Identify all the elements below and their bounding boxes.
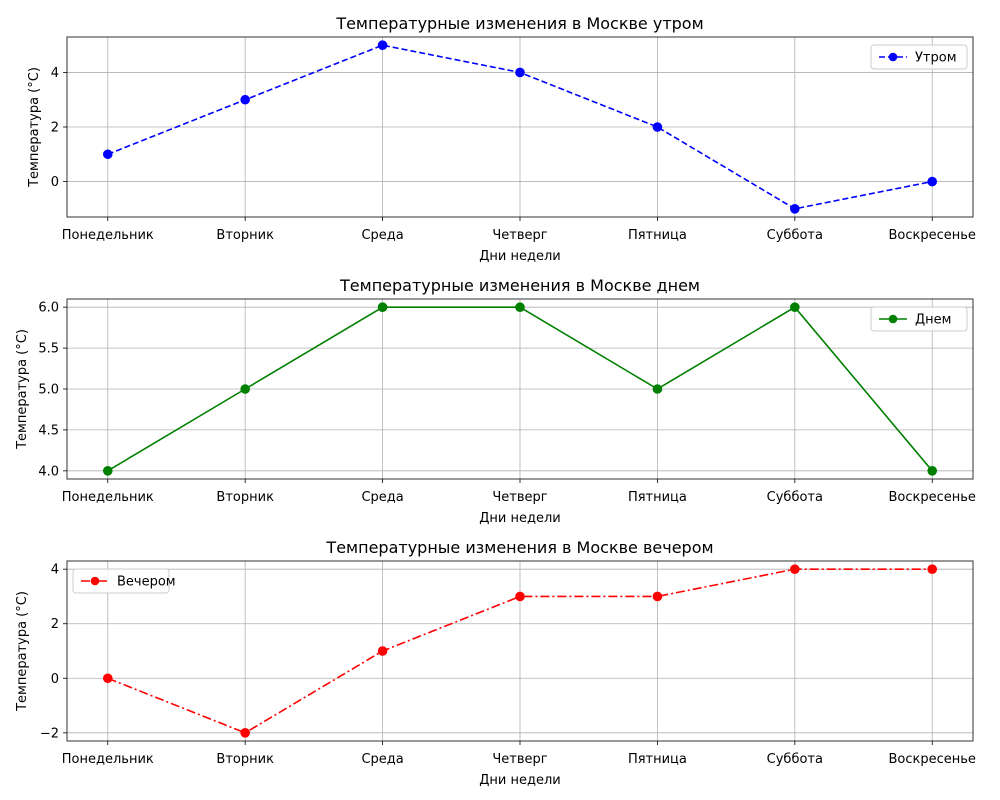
x-tick-label: Среда bbox=[361, 490, 403, 505]
x-tick-label: Воскресенье bbox=[889, 228, 976, 243]
x-tick-label: Вторник bbox=[216, 228, 274, 243]
data-point bbox=[790, 302, 800, 312]
x-tick-label: Пятница bbox=[628, 490, 687, 505]
x-tick-label: Пятница bbox=[628, 228, 687, 243]
legend-label: Вечером bbox=[117, 575, 176, 590]
x-tick-label: Воскресенье bbox=[889, 490, 976, 505]
chart-title: Температурные изменения в Москве днем bbox=[339, 276, 700, 295]
legend: Днем bbox=[870, 306, 968, 332]
x-tick-label: Среда bbox=[361, 228, 403, 243]
chart-title: Температурные изменения в Москве утром bbox=[335, 14, 703, 33]
x-tick-label: Среда bbox=[361, 752, 403, 767]
data-point bbox=[102, 673, 113, 684]
data-point bbox=[652, 591, 663, 602]
x-tick-label: Четверг bbox=[492, 752, 547, 767]
x-tick-label: Вторник bbox=[216, 752, 274, 767]
y-tick-label: 4.0 bbox=[38, 464, 59, 479]
x-tick-label: Четверг bbox=[492, 228, 547, 243]
y-axis-label: Температура (°C) bbox=[27, 67, 42, 188]
legend-box bbox=[870, 44, 968, 70]
data-point bbox=[515, 591, 525, 602]
subplot-1: Понедельник Вторник Среда Четверг Пятница Суб… bbox=[27, 14, 976, 264]
legend: Вечером bbox=[72, 568, 176, 594]
x-tick-label: Суббота bbox=[767, 752, 823, 767]
y-tick-label: 0 bbox=[51, 672, 59, 687]
y-tick-label: 4 bbox=[51, 66, 59, 81]
data-point bbox=[240, 94, 250, 105]
y-tick-label: 2 bbox=[51, 617, 59, 632]
y-axis-label: Температура (°C) bbox=[15, 591, 30, 712]
data-point bbox=[927, 176, 938, 187]
x-tick-label: Понедельник bbox=[62, 752, 154, 767]
subplot-2: Понедельник Вторник Среда Четверг Пятница Суб… bbox=[15, 276, 976, 526]
data-point bbox=[652, 122, 663, 132]
data-point bbox=[652, 384, 663, 394]
legend-box bbox=[870, 306, 968, 332]
x-tick-label: Понедельник bbox=[62, 490, 154, 505]
legend: Утром bbox=[870, 44, 968, 70]
data-point bbox=[102, 149, 113, 160]
plot-frame bbox=[66, 36, 974, 218]
plot-frame bbox=[66, 560, 974, 742]
y-tick-label: 6.0 bbox=[38, 301, 59, 316]
legend-box bbox=[72, 568, 170, 594]
legend-marker bbox=[888, 314, 898, 324]
legend-marker bbox=[888, 52, 898, 62]
x-tick-label: Пятница bbox=[628, 752, 687, 767]
x-tick-label: Вторник bbox=[216, 490, 274, 505]
y-tick-label: 2 bbox=[51, 121, 59, 136]
legend-label: Днем bbox=[915, 313, 951, 328]
y-tick-label: −2 bbox=[40, 726, 59, 741]
x-tick-label: Суббота bbox=[767, 228, 823, 243]
data-point bbox=[377, 646, 388, 656]
data-point bbox=[102, 466, 113, 476]
data-point bbox=[240, 728, 250, 738]
x-tick-label: Суббота bbox=[767, 490, 823, 505]
subplot-3: Понедельник Вторник Среда Четверг Пятница Суб… bbox=[15, 538, 976, 788]
x-axis-label: Дни недели bbox=[479, 511, 560, 526]
x-tick-label: Понедельник bbox=[62, 228, 154, 243]
x-tick-label: Воскресенье bbox=[889, 752, 976, 767]
chart-title: Температурные изменения в Москве вечером bbox=[325, 538, 713, 557]
y-tick-label: 4.5 bbox=[38, 423, 59, 438]
data-point bbox=[377, 40, 388, 50]
y-tick-label: 5.0 bbox=[38, 383, 59, 398]
y-tick-label: 5.5 bbox=[38, 342, 59, 357]
y-axis-label: Температура (°C) bbox=[15, 329, 30, 450]
y-tick-label: 0 bbox=[51, 175, 59, 190]
x-axis-label: Дни недели bbox=[479, 773, 560, 788]
data-point bbox=[240, 384, 250, 394]
data-point bbox=[790, 564, 800, 574]
data-point bbox=[927, 564, 938, 574]
y-tick-label: 4 bbox=[51, 563, 59, 578]
x-axis-label: Дни недели bbox=[479, 249, 560, 264]
data-point bbox=[515, 67, 525, 78]
data-point bbox=[515, 302, 525, 312]
legend-label: Утром bbox=[915, 51, 957, 66]
legend-marker bbox=[90, 576, 100, 586]
plot-frame bbox=[66, 298, 974, 480]
data-point bbox=[927, 466, 938, 476]
data-point bbox=[790, 204, 800, 214]
data-point bbox=[377, 302, 388, 312]
x-tick-label: Четверг bbox=[492, 490, 547, 505]
